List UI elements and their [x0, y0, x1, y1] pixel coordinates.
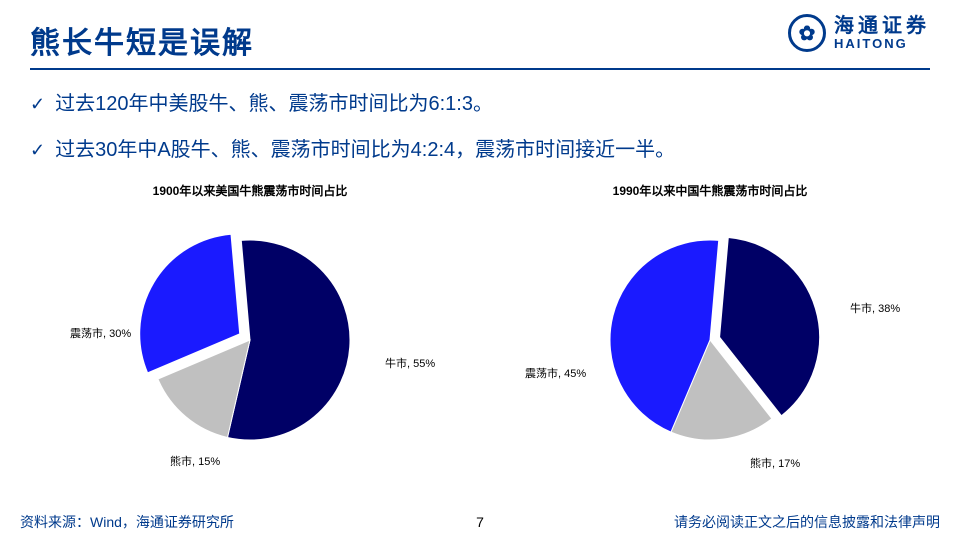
slice-label: 震荡市, 30% [70, 325, 131, 341]
page-number: 7 [476, 514, 484, 530]
bullet-list: ✓ 过去120年中美股牛、熊、震荡市时间比为6:1:3。 ✓ 过去30年中A股牛… [0, 70, 960, 164]
pie-right: 牛市, 38% 熊市, 17% 震荡市, 45% [490, 205, 930, 475]
footer-disclaimer: 请务必阅读正文之后的信息披露和法律声明 [674, 512, 940, 532]
chart-title: 1900年以来美国牛熊震荡市时间占比 [30, 182, 470, 199]
chart-title: 1990年以来中国牛熊震荡市时间占比 [490, 182, 930, 199]
logo-mark-icon: ✿ [788, 14, 826, 52]
slice-label: 熊市, 15% [170, 453, 220, 469]
logo-text: 海通证券 HAITONG [834, 15, 930, 51]
logo-cn: 海通证券 [834, 15, 930, 37]
logo-en: HAITONG [834, 37, 930, 51]
slice-label: 熊市, 17% [750, 455, 800, 471]
footer-source: 资料来源：Wind，海通证券研究所 [20, 512, 234, 532]
bullet-item: ✓ 过去30年中A股牛、熊、震荡市时间比为4:2:4，震荡市时间接近一半。 [30, 136, 930, 164]
slide: 熊长牛短是误解 ✿ 海通证券 HAITONG ✓ 过去120年中美股牛、熊、震荡… [0, 0, 960, 540]
header-underline [30, 68, 930, 70]
bullet-text: 过去120年中美股牛、熊、震荡市时间比为6:1:3。 [55, 90, 493, 118]
footer: 资料来源：Wind，海通证券研究所 7 请务必阅读正文之后的信息披露和法律声明 [0, 512, 960, 532]
bullet-text: 过去30年中A股牛、熊、震荡市时间比为4:2:4，震荡市时间接近一半。 [55, 136, 675, 164]
brand-logo: ✿ 海通证券 HAITONG [788, 14, 930, 52]
pie-left: 牛市, 55% 熊市, 15% 震荡市, 30% [30, 205, 470, 475]
header: 熊长牛短是误解 ✿ 海通证券 HAITONG [0, 0, 960, 70]
check-icon: ✓ [30, 90, 45, 118]
charts-row: 1900年以来美国牛熊震荡市时间占比 牛市, 55% 熊市, 15% 震荡市, 30… [0, 182, 960, 475]
chart-left: 1900年以来美国牛熊震荡市时间占比 牛市, 55% 熊市, 15% 震荡市, 30… [30, 182, 470, 475]
bullet-item: ✓ 过去120年中美股牛、熊、震荡市时间比为6:1:3。 [30, 90, 930, 118]
slice-label: 牛市, 38% [850, 300, 900, 316]
check-icon: ✓ [30, 136, 45, 164]
slice-label: 震荡市, 45% [525, 365, 586, 381]
slice-label: 牛市, 55% [385, 355, 435, 371]
pie-slice [228, 240, 350, 440]
chart-right: 1990年以来中国牛熊震荡市时间占比 牛市, 38% 熊市, 17% 震荡市, 45… [490, 182, 930, 475]
